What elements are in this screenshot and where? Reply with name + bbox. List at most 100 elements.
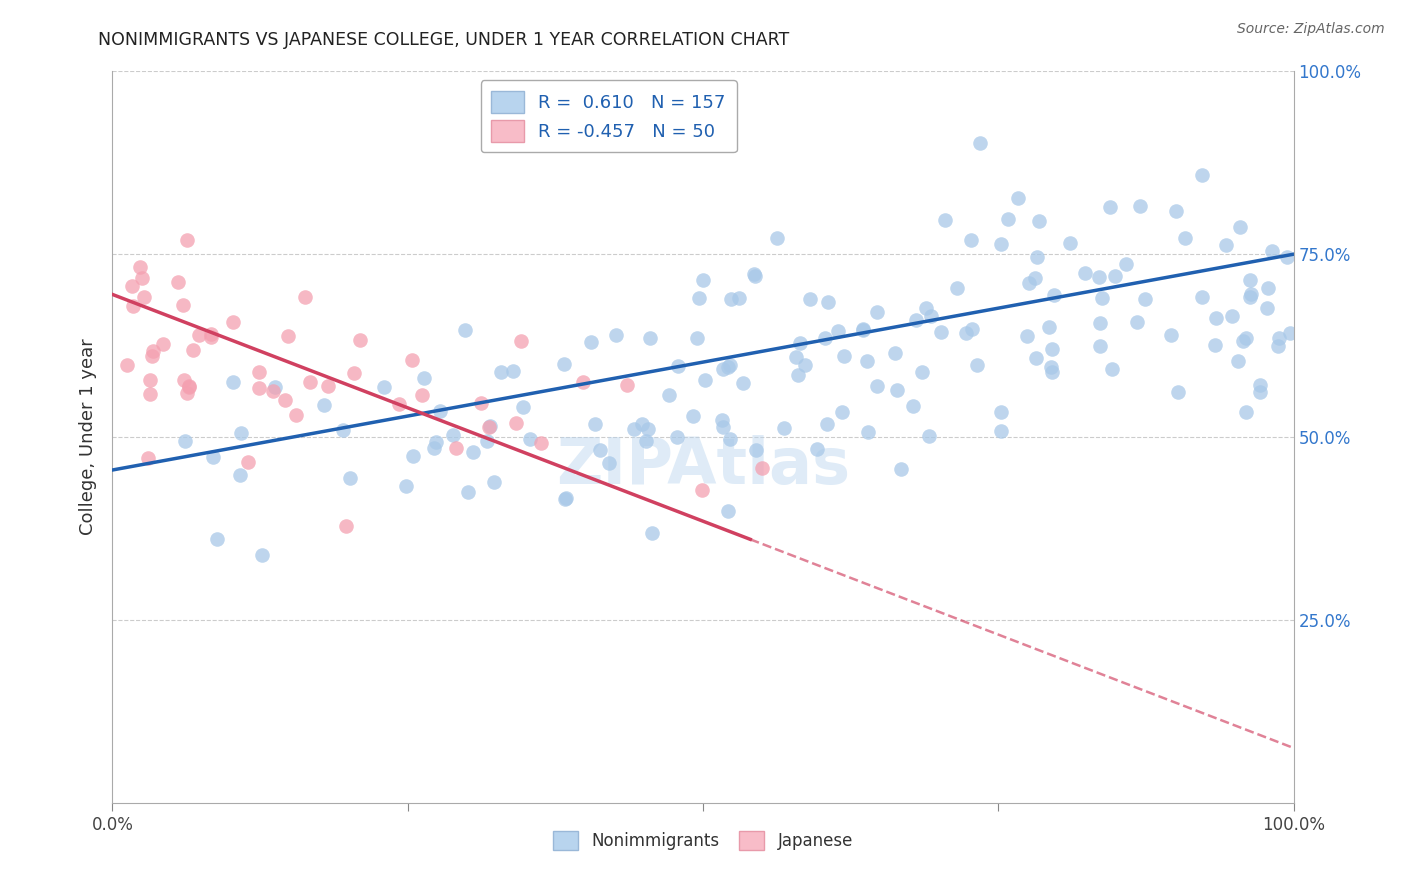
Point bbox=[918, 429, 941, 443]
Point bbox=[222, 314, 245, 328]
Point bbox=[799, 293, 821, 307]
Point bbox=[1059, 235, 1081, 250]
Point bbox=[1256, 301, 1278, 315]
Point bbox=[710, 413, 733, 427]
Point bbox=[1104, 269, 1126, 284]
Point bbox=[132, 290, 155, 304]
Point bbox=[915, 301, 938, 316]
Point bbox=[1025, 351, 1047, 366]
Point bbox=[200, 330, 222, 344]
Point bbox=[616, 377, 638, 392]
Point bbox=[1028, 214, 1050, 228]
Point bbox=[179, 379, 201, 393]
Point bbox=[1257, 280, 1279, 294]
Point bbox=[152, 337, 174, 351]
Point bbox=[1239, 289, 1261, 303]
Point bbox=[461, 445, 484, 459]
Point bbox=[1236, 331, 1258, 345]
Point bbox=[176, 233, 198, 247]
Point bbox=[1074, 266, 1097, 280]
Point bbox=[903, 399, 925, 413]
Point bbox=[177, 380, 200, 394]
Point bbox=[142, 344, 165, 359]
Point bbox=[1129, 199, 1152, 213]
Point bbox=[172, 297, 194, 311]
Point bbox=[441, 427, 464, 442]
Point bbox=[314, 398, 336, 412]
Point bbox=[785, 350, 807, 364]
Point bbox=[1166, 204, 1188, 219]
Point bbox=[121, 278, 143, 293]
Point bbox=[1240, 286, 1263, 301]
Point bbox=[969, 136, 991, 150]
Point bbox=[693, 373, 716, 387]
Text: ZIPAtlas: ZIPAtlas bbox=[555, 435, 851, 498]
Point bbox=[477, 434, 499, 448]
Point bbox=[920, 309, 942, 323]
Point bbox=[274, 392, 297, 407]
Point bbox=[1249, 377, 1271, 392]
Point bbox=[512, 400, 534, 414]
Point bbox=[1229, 220, 1251, 235]
Point bbox=[866, 379, 889, 393]
Point bbox=[720, 292, 742, 306]
Point bbox=[1101, 362, 1123, 376]
Point bbox=[666, 430, 689, 444]
Point bbox=[692, 483, 714, 497]
Point bbox=[222, 375, 245, 389]
Point bbox=[1098, 200, 1121, 214]
Point bbox=[519, 432, 541, 446]
Point bbox=[553, 357, 575, 371]
Point bbox=[1205, 310, 1227, 325]
Point bbox=[866, 305, 889, 319]
Point bbox=[581, 334, 603, 349]
Point bbox=[717, 359, 740, 374]
Point bbox=[789, 336, 811, 351]
Point bbox=[139, 373, 162, 387]
Point bbox=[1160, 327, 1182, 342]
Point bbox=[174, 434, 197, 449]
Point bbox=[202, 450, 225, 465]
Point bbox=[960, 233, 983, 247]
Point bbox=[990, 424, 1012, 438]
Point bbox=[121, 299, 143, 313]
Point bbox=[883, 346, 905, 360]
Point bbox=[1026, 250, 1049, 264]
Point bbox=[1018, 277, 1040, 291]
Point bbox=[262, 384, 284, 399]
Point bbox=[1024, 271, 1046, 285]
Point bbox=[636, 434, 658, 449]
Y-axis label: College, Under 1 year: College, Under 1 year bbox=[79, 339, 97, 535]
Point bbox=[530, 435, 553, 450]
Point bbox=[720, 358, 742, 372]
Point bbox=[1125, 315, 1147, 329]
Point bbox=[717, 504, 740, 518]
Point bbox=[247, 365, 270, 379]
Point bbox=[478, 420, 501, 434]
Point bbox=[806, 442, 828, 456]
Point bbox=[277, 328, 299, 343]
Point bbox=[349, 334, 371, 348]
Point bbox=[247, 381, 270, 395]
Point bbox=[1038, 320, 1060, 334]
Point bbox=[166, 275, 188, 289]
Point bbox=[1267, 338, 1289, 352]
Point bbox=[1220, 309, 1243, 323]
Point bbox=[997, 212, 1019, 227]
Point bbox=[751, 460, 773, 475]
Point bbox=[1191, 290, 1213, 304]
Point bbox=[373, 380, 395, 394]
Text: NONIMMIGRANTS VS JAPANESE COLLEGE, UNDER 1 YEAR CORRELATION CHART: NONIMMIGRANTS VS JAPANESE COLLEGE, UNDER… bbox=[98, 31, 790, 49]
Point bbox=[207, 533, 229, 547]
Point bbox=[852, 323, 875, 337]
Point bbox=[728, 291, 751, 305]
Point bbox=[904, 313, 927, 327]
Point bbox=[744, 269, 766, 284]
Point bbox=[946, 281, 969, 295]
Point bbox=[131, 270, 153, 285]
Point bbox=[510, 334, 533, 349]
Point bbox=[1135, 292, 1157, 306]
Point bbox=[231, 426, 253, 441]
Point bbox=[962, 322, 984, 336]
Point bbox=[457, 485, 479, 500]
